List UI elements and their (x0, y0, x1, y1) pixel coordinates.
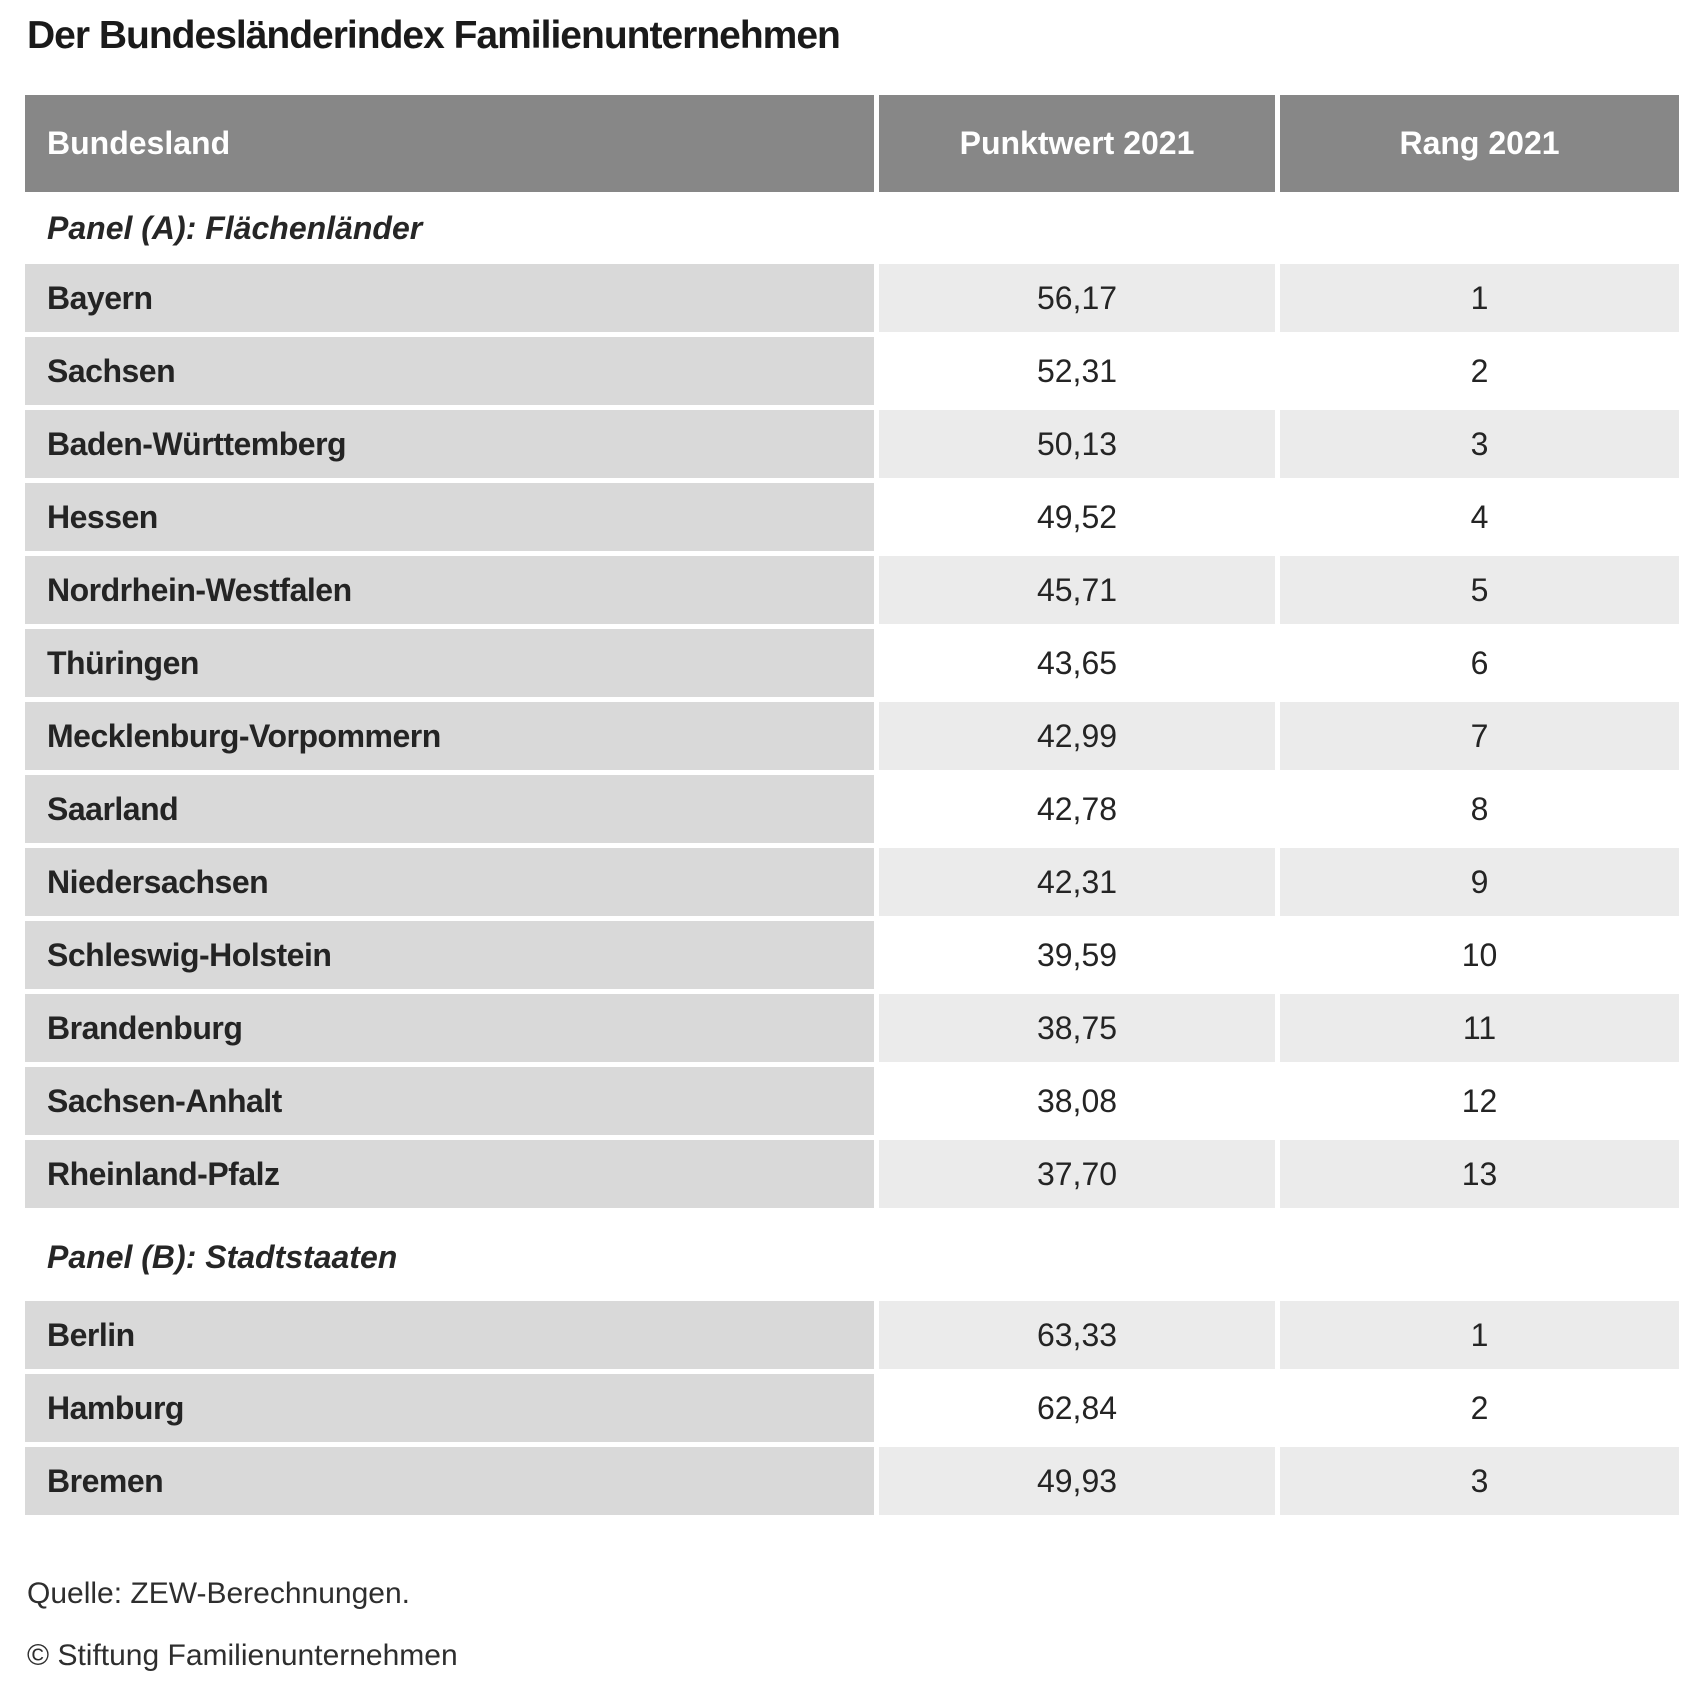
panel-label-b: Panel (B): Stadtstaaten (47, 1238, 398, 1275)
bundesland-cell: Saarland (25, 775, 874, 843)
bundesland-cell: Brandenburg (25, 994, 874, 1062)
bundesland-cell: Sachsen (25, 337, 874, 405)
table-row: Hamburg 62,84 2 (25, 1374, 1679, 1442)
bundesland-cell: Bremen (25, 1447, 874, 1515)
table-row: Bayern 56,17 1 (25, 264, 1679, 332)
table-row: Sachsen 52,31 2 (25, 337, 1679, 405)
punktwert-cell: 42,99 (879, 702, 1275, 770)
table-row: Brandenburg 38,75 11 (25, 994, 1679, 1062)
punktwert-cell: 42,78 (879, 775, 1275, 843)
rang-cell: 1 (1280, 264, 1679, 332)
table-row: Rheinland-Pfalz 37,70 13 (25, 1140, 1679, 1208)
bundesland-cell: Berlin (25, 1301, 874, 1369)
rang-cell: 5 (1280, 556, 1679, 624)
rang-cell: 2 (1280, 1374, 1679, 1442)
bundesland-cell: Nordrhein-Westfalen (25, 556, 874, 624)
table-row: Thüringen 43,65 6 (25, 629, 1679, 697)
rang-cell: 3 (1280, 1447, 1679, 1515)
punktwert-cell: 50,13 (879, 410, 1275, 478)
punktwert-cell: 45,71 (879, 556, 1275, 624)
bundesland-cell: Bayern (25, 264, 874, 332)
table-row: Hessen 49,52 4 (25, 483, 1679, 551)
table-row: Mecklenburg-Vorpommern 42,99 7 (25, 702, 1679, 770)
punktwert-cell: 62,84 (879, 1374, 1275, 1442)
punktwert-cell: 43,65 (879, 629, 1275, 697)
rang-cell: 3 (1280, 410, 1679, 478)
rang-cell: 11 (1280, 994, 1679, 1062)
punktwert-cell: 42,31 (879, 848, 1275, 916)
rang-cell: 12 (1280, 1067, 1679, 1135)
bundesland-cell: Sachsen-Anhalt (25, 1067, 874, 1135)
rang-cell: 13 (1280, 1140, 1679, 1208)
table-header-row: Bundesland Punktwert 2021 Rang 2021 (25, 95, 1679, 192)
table-row: Saarland 42,78 8 (25, 775, 1679, 843)
table-row: Nordrhein-Westfalen 45,71 5 (25, 556, 1679, 624)
rang-cell: 4 (1280, 483, 1679, 551)
table-body: Panel (A): Flächenländer Bayern 56,17 1 Sach… (25, 192, 1679, 1515)
bundesland-cell: Hessen (25, 483, 874, 551)
bundesland-cell: Baden-Württemberg (25, 410, 874, 478)
copyright-note: © Stiftung Familienunternehmen (27, 1639, 458, 1672)
punktwert-cell: 49,52 (879, 483, 1275, 551)
rang-cell: 7 (1280, 702, 1679, 770)
punktwert-cell: 49,93 (879, 1447, 1275, 1515)
punktwert-cell: 38,08 (879, 1067, 1275, 1135)
table-row: Bremen 49,93 3 (25, 1447, 1679, 1515)
bundesland-cell: Hamburg (25, 1374, 874, 1442)
punktwert-cell: 38,75 (879, 994, 1275, 1062)
table-row: Berlin 63,33 1 (25, 1301, 1679, 1369)
punktwert-cell: 63,33 (879, 1301, 1275, 1369)
column-header-bundesland: Bundesland (25, 95, 874, 192)
bundesland-cell: Niedersachsen (25, 848, 874, 916)
rang-cell: 6 (1280, 629, 1679, 697)
source-note: Quelle: ZEW-Berechnungen. (27, 1577, 410, 1610)
column-header-rang-2021: Rang 2021 (1280, 95, 1679, 192)
figure-footer: Quelle: ZEW-Berechnungen. © Stiftung Fam… (27, 1577, 1679, 1673)
punktwert-cell: 37,70 (879, 1140, 1275, 1208)
punktwert-cell: 56,17 (879, 264, 1275, 332)
table-row: Baden-Württemberg 50,13 3 (25, 410, 1679, 478)
bundeslaenderindex-table: Bundesland Punktwert 2021 Rang 2021 Pane… (25, 95, 1679, 1515)
rang-cell: 8 (1280, 775, 1679, 843)
table-row: Schleswig-Holstein 39,59 10 (25, 921, 1679, 989)
punktwert-cell: 52,31 (879, 337, 1275, 405)
page-title: Der Bundesländerindex Familienunternehme… (27, 14, 841, 57)
table-row: Sachsen-Anhalt 38,08 12 (25, 1067, 1679, 1135)
rang-cell: 9 (1280, 848, 1679, 916)
panel-label-a: Panel (A): Flächenländer (47, 209, 423, 246)
rang-cell: 10 (1280, 921, 1679, 989)
column-header-punktwert-2021: Punktwert 2021 (879, 95, 1275, 192)
bundesland-cell: Mecklenburg-Vorpommern (25, 702, 874, 770)
punktwert-cell: 39,59 (879, 921, 1275, 989)
rang-cell: 2 (1280, 337, 1679, 405)
rang-cell: 1 (1280, 1301, 1679, 1369)
table-row: Niedersachsen 42,31 9 (25, 848, 1679, 916)
bundesland-cell: Thüringen (25, 629, 874, 697)
bundesland-cell: Schleswig-Holstein (25, 921, 874, 989)
bundesland-cell: Rheinland-Pfalz (25, 1140, 874, 1208)
